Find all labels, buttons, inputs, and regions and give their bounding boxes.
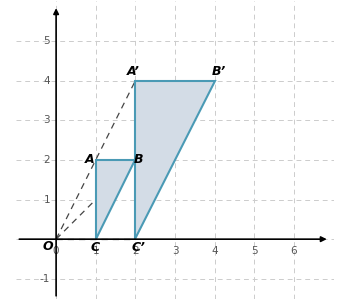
Text: 5: 5 bbox=[251, 246, 258, 256]
Text: 2: 2 bbox=[43, 155, 50, 165]
Text: 1: 1 bbox=[92, 246, 99, 256]
Text: B: B bbox=[134, 153, 143, 167]
Polygon shape bbox=[135, 81, 215, 239]
Text: C: C bbox=[90, 242, 99, 254]
Text: 1: 1 bbox=[43, 194, 50, 205]
Text: B’: B’ bbox=[211, 65, 226, 78]
Text: 3: 3 bbox=[43, 115, 50, 125]
Text: C’: C’ bbox=[132, 242, 146, 254]
Text: 5: 5 bbox=[43, 36, 50, 46]
Text: A: A bbox=[85, 153, 94, 167]
Text: -1: -1 bbox=[40, 274, 50, 284]
Polygon shape bbox=[96, 160, 135, 239]
Text: 4: 4 bbox=[211, 246, 218, 256]
Text: 3: 3 bbox=[172, 246, 178, 256]
Text: 0: 0 bbox=[53, 246, 60, 256]
Text: O: O bbox=[42, 240, 53, 253]
Text: 4: 4 bbox=[43, 76, 50, 85]
Text: 6: 6 bbox=[290, 246, 297, 256]
Text: A’: A’ bbox=[127, 65, 140, 78]
Text: 2: 2 bbox=[132, 246, 139, 256]
